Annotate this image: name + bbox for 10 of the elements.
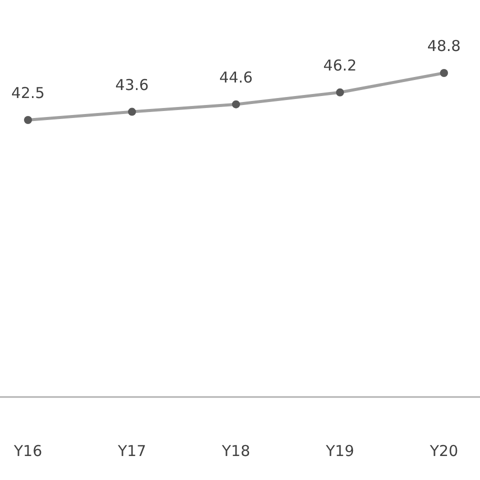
data-label: 43.6 <box>115 76 149 94</box>
x-tick-label: Y20 <box>428 442 458 460</box>
x-tick-label: Y18 <box>220 442 250 460</box>
data-label: 46.2 <box>323 56 357 74</box>
data-label: 42.5 <box>11 84 45 102</box>
data-label: 48.8 <box>427 37 461 55</box>
data-label: 44.6 <box>219 68 253 86</box>
x-tick-label: Y19 <box>324 442 354 460</box>
x-tick-label: Y16 <box>12 442 42 460</box>
x-tick-label: Y17 <box>116 442 146 460</box>
